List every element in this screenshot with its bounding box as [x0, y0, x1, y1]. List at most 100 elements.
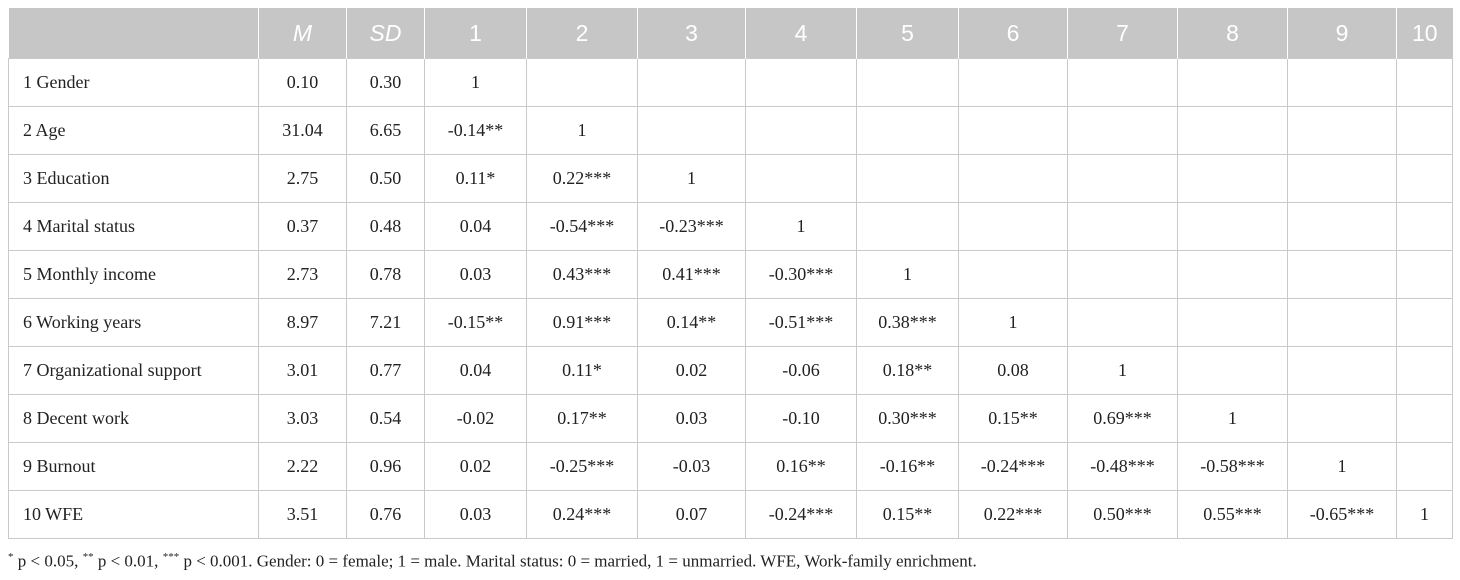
header-col-4: 4: [745, 8, 857, 59]
table-cell: 31.04: [258, 106, 347, 155]
table-cell: [1287, 106, 1397, 155]
table-cell: [637, 106, 746, 155]
table-cell: [1287, 58, 1397, 107]
table-cell: 0.04: [424, 346, 527, 395]
table-cell: -0.14**: [424, 106, 527, 155]
table-cell: 6.65: [346, 106, 425, 155]
table-cell: 1: [745, 202, 857, 251]
table-cell: [1177, 298, 1288, 347]
table-row: 9 Burnout 2.22 0.96 0.02 -0.25*** -0.03 0.16**…: [8, 442, 1453, 491]
header-col-6: 6: [958, 8, 1068, 59]
header-col-8: 8: [1177, 8, 1288, 59]
table-cell: 0.96: [346, 442, 425, 491]
table-cell: 0.18**: [856, 346, 959, 395]
table-cell: 0.69***: [1067, 394, 1178, 443]
table-cell: [958, 202, 1068, 251]
table-cell: [958, 154, 1068, 203]
table-cell: -0.23***: [637, 202, 746, 251]
table-row: 5 Monthly income 2.73 0.78 0.03 0.43*** 0.41*…: [8, 250, 1453, 299]
table-cell: [1287, 202, 1397, 251]
table-cell: [1177, 106, 1288, 155]
table-cell: 1: [1067, 346, 1178, 395]
table-cell: 0.30***: [856, 394, 959, 443]
row-label: 2 Age: [8, 106, 259, 155]
header-sd: SD: [346, 8, 425, 59]
table-cell: [1067, 106, 1178, 155]
header-col-9: 9: [1287, 8, 1397, 59]
table-cell: 1: [1177, 394, 1288, 443]
table-cell: [958, 250, 1068, 299]
table-cell: 0.91***: [526, 298, 638, 347]
table-cell: 0.03: [424, 250, 527, 299]
header-col-2: 2: [526, 8, 638, 59]
table-cell: 0.11*: [424, 154, 527, 203]
footnote-sig-marker-2: **: [82, 551, 94, 563]
table-cell: -0.24***: [958, 442, 1068, 491]
table-cell: 1: [1287, 442, 1397, 491]
table-cell: -0.24***: [745, 490, 857, 539]
table-row: 10 WFE 3.51 0.76 0.03 0.24*** 0.07 -0.24*** 0.1…: [8, 490, 1453, 539]
table-cell: 0.22***: [958, 490, 1068, 539]
table-cell: 0.14**: [637, 298, 746, 347]
row-label: 4 Marital status: [8, 202, 259, 251]
table-cell: [856, 58, 959, 107]
table-cell: -0.16**: [856, 442, 959, 491]
table-cell: [1396, 298, 1453, 347]
table-cell: 0.03: [424, 490, 527, 539]
row-label: 5 Monthly income: [8, 250, 259, 299]
header-col-1: 1: [424, 8, 527, 59]
table-cell: 3.01: [258, 346, 347, 395]
row-label: 10 WFE: [8, 490, 259, 539]
footnote-text-2: p < 0.01,: [93, 551, 163, 571]
table-cell: 1: [958, 298, 1068, 347]
table-cell: [1396, 442, 1453, 491]
table-cell: 0.78: [346, 250, 425, 299]
table-cell: [745, 58, 857, 107]
table-cell: [1177, 202, 1288, 251]
table-cell: 1: [424, 58, 527, 107]
table-cell: [1396, 154, 1453, 203]
row-label: 3 Education: [8, 154, 259, 203]
table-cell: 0.02: [637, 346, 746, 395]
table-cell: [1067, 202, 1178, 251]
row-label: 8 Decent work: [8, 394, 259, 443]
table-cell: [1287, 346, 1397, 395]
header-col-3: 3: [637, 8, 746, 59]
table-cell: 0.30: [346, 58, 425, 107]
table-cell: 3.03: [258, 394, 347, 443]
table-cell: 0.10: [258, 58, 347, 107]
table-cell: [1067, 58, 1178, 107]
table-cell: 1: [637, 154, 746, 203]
table-cell: [1177, 154, 1288, 203]
row-label: 9 Burnout: [8, 442, 259, 491]
table-cell: [1177, 250, 1288, 299]
table-cell: 0.15**: [958, 394, 1068, 443]
table-cell: [745, 106, 857, 155]
table-body: 1 Gender 0.10 0.30 1 2 Age 31.04 6.65 -0.14** 1 3…: [8, 58, 1453, 539]
table-cell: 1: [526, 106, 638, 155]
table-cell: 7.21: [346, 298, 425, 347]
row-label: 6 Working years: [8, 298, 259, 347]
table-cell: -0.03: [637, 442, 746, 491]
table-cell: [1396, 394, 1453, 443]
table-row: 7 Organizational support 3.01 0.77 0.04 0.11…: [8, 346, 1453, 395]
table-cell: [1396, 202, 1453, 251]
table-cell: 0.22***: [526, 154, 638, 203]
table-cell: 0.11*: [526, 346, 638, 395]
table-cell: 0.02: [424, 442, 527, 491]
table-cell: 2.75: [258, 154, 347, 203]
table-footnote: * p < 0.05, ** p < 0.01, *** p < 0.001. …: [8, 551, 977, 572]
table-cell: 0.77: [346, 346, 425, 395]
header-col-5: 5: [856, 8, 959, 59]
table-cell: [958, 58, 1068, 107]
table-cell: [1067, 298, 1178, 347]
table-cell: [856, 202, 959, 251]
table-cell: 2.22: [258, 442, 347, 491]
header-variable: [8, 8, 259, 59]
table-cell: 0.04: [424, 202, 527, 251]
row-label: 7 Organizational support: [8, 346, 259, 395]
table-cell: [526, 58, 638, 107]
table-cell: [1396, 346, 1453, 395]
table-cell: -0.15**: [424, 298, 527, 347]
table-cell: 0.17**: [526, 394, 638, 443]
